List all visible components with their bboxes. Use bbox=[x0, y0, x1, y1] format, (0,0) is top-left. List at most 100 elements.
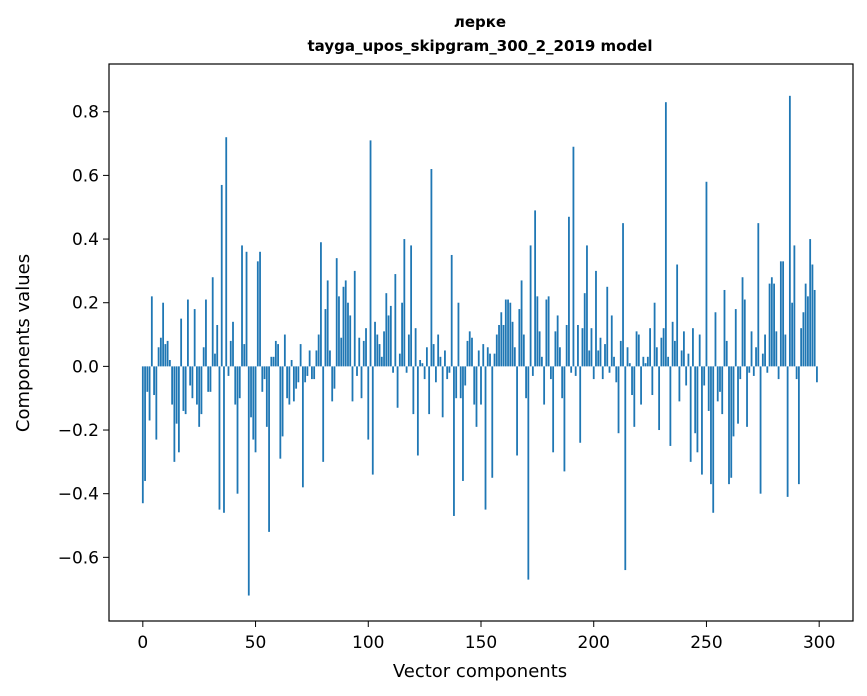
bar bbox=[710, 366, 712, 485]
bar bbox=[628, 363, 631, 367]
bar bbox=[561, 366, 564, 399]
bar bbox=[344, 280, 347, 367]
bar bbox=[207, 366, 210, 392]
bar bbox=[475, 366, 478, 427]
bar bbox=[394, 274, 397, 367]
bar bbox=[211, 277, 214, 367]
bar bbox=[286, 366, 289, 399]
bar bbox=[658, 366, 661, 431]
bar bbox=[419, 360, 422, 367]
bar bbox=[527, 366, 530, 580]
bar bbox=[351, 366, 354, 402]
bar bbox=[311, 366, 313, 380]
bar bbox=[356, 366, 358, 376]
bar bbox=[703, 366, 706, 386]
bar bbox=[270, 356, 273, 367]
bar bbox=[180, 318, 183, 367]
bar bbox=[254, 366, 257, 453]
bar bbox=[367, 366, 370, 440]
bar bbox=[644, 363, 647, 367]
bar bbox=[279, 366, 282, 459]
bar bbox=[150, 296, 153, 367]
bar bbox=[730, 366, 733, 478]
bar bbox=[482, 344, 485, 367]
bar bbox=[588, 350, 591, 367]
bar bbox=[649, 328, 651, 367]
bar bbox=[577, 324, 579, 367]
bar bbox=[556, 315, 559, 367]
bar bbox=[793, 245, 796, 367]
bar bbox=[509, 302, 512, 367]
bar bbox=[464, 366, 467, 386]
bar bbox=[761, 353, 764, 367]
bar bbox=[396, 366, 399, 408]
x-tick-label: 50 bbox=[245, 633, 267, 653]
bar bbox=[428, 366, 431, 415]
bar bbox=[563, 366, 566, 472]
bar bbox=[320, 242, 322, 367]
bar bbox=[660, 337, 663, 367]
y-tick-label: 0.0 bbox=[72, 357, 99, 377]
bar bbox=[522, 334, 525, 367]
bar bbox=[671, 321, 674, 367]
bar bbox=[245, 251, 248, 367]
chart-title-line-2: tayga_upos_skipgram_300_2_2019 model bbox=[308, 37, 653, 55]
bar bbox=[480, 366, 482, 405]
bar bbox=[164, 344, 167, 367]
bar bbox=[227, 366, 230, 376]
bar bbox=[615, 366, 618, 383]
bar bbox=[531, 366, 534, 376]
bar bbox=[739, 366, 742, 380]
bar bbox=[347, 302, 349, 367]
bar bbox=[173, 366, 176, 462]
bar bbox=[734, 309, 737, 367]
x-tick-label: 0 bbox=[137, 633, 148, 653]
bar bbox=[387, 315, 390, 367]
bar bbox=[748, 366, 751, 373]
bar bbox=[241, 245, 243, 367]
bar bbox=[340, 337, 343, 367]
bar bbox=[549, 366, 552, 380]
x-tick-label: 150 bbox=[465, 633, 497, 653]
bar bbox=[678, 366, 681, 402]
bar bbox=[272, 356, 275, 367]
bar bbox=[416, 366, 419, 456]
bar bbox=[701, 366, 703, 475]
bar bbox=[225, 137, 228, 367]
bar bbox=[401, 302, 403, 367]
bar bbox=[477, 350, 480, 367]
bar bbox=[750, 331, 753, 367]
bar bbox=[432, 344, 435, 367]
bar bbox=[624, 366, 627, 571]
bar bbox=[191, 366, 194, 399]
bar bbox=[371, 366, 374, 475]
bar bbox=[301, 366, 304, 488]
bar bbox=[716, 366, 719, 402]
bar bbox=[329, 350, 331, 367]
bar bbox=[574, 366, 577, 376]
bar bbox=[504, 299, 507, 367]
bar bbox=[306, 366, 309, 376]
bar bbox=[385, 293, 388, 367]
bar bbox=[389, 305, 392, 367]
bar bbox=[635, 331, 638, 367]
bar bbox=[595, 270, 597, 367]
bar bbox=[453, 366, 455, 516]
bar bbox=[259, 251, 261, 367]
bar bbox=[383, 331, 385, 367]
bar bbox=[365, 328, 367, 367]
bar bbox=[811, 264, 814, 367]
bar bbox=[295, 366, 298, 389]
bar bbox=[516, 366, 518, 456]
bar bbox=[218, 366, 221, 510]
bar bbox=[581, 328, 584, 367]
bar bbox=[809, 239, 812, 367]
bar bbox=[247, 366, 250, 596]
bar bbox=[414, 328, 417, 367]
bar bbox=[153, 366, 155, 396]
bar bbox=[274, 340, 277, 367]
bar bbox=[631, 366, 633, 396]
bar bbox=[707, 366, 710, 411]
y-tick-label: 0.6 bbox=[72, 166, 99, 186]
bar bbox=[559, 347, 561, 367]
